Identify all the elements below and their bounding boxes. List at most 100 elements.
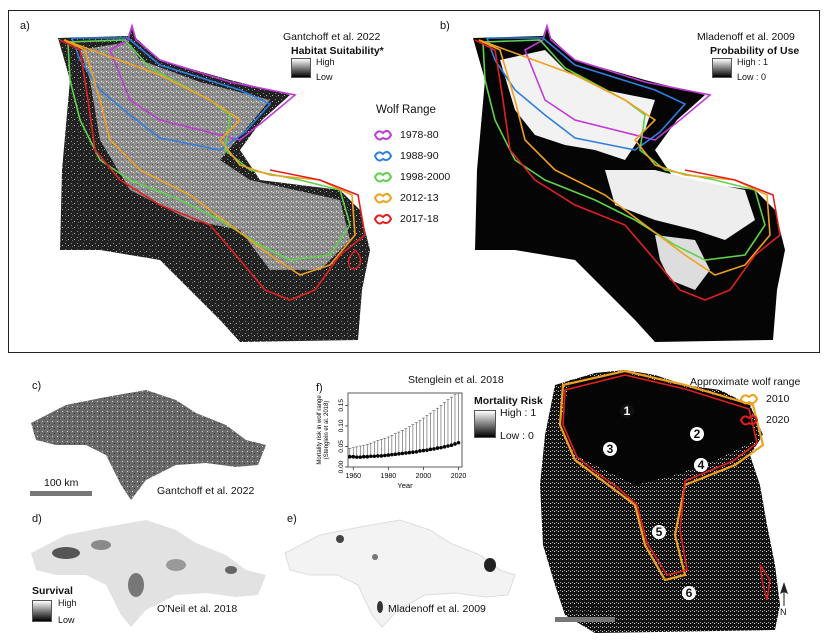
chart-plot-frame <box>347 392 463 468</box>
wisc-scale-label: 100 km <box>571 603 606 615</box>
zone-label-6: 6 <box>682 586 696 600</box>
panel-c-scale-label: 100 km <box>44 477 79 489</box>
data-point <box>390 452 394 457</box>
data-point <box>435 446 440 450</box>
panel-c-letter: c) <box>32 380 42 392</box>
panel-a-map <box>58 23 370 342</box>
range-swatch-icon <box>373 150 393 161</box>
panel-f-gradient <box>474 410 496 438</box>
x-tick-label: 2020 <box>451 473 467 480</box>
data-point <box>449 443 454 448</box>
x-axis-label: Year <box>397 481 413 490</box>
panel-a-high: High <box>316 57 335 67</box>
data-point <box>411 450 415 454</box>
panel-a-letter: a) <box>20 20 30 32</box>
panel-e-map <box>284 519 516 628</box>
wolf-range-label: 1998-2000 <box>400 170 451 183</box>
north-arrow-label: N <box>780 607 787 617</box>
x-tick-label: 1980 <box>381 473 397 480</box>
wisc-scalebar <box>555 617 615 622</box>
panel-f-high: High : 1 <box>500 407 537 419</box>
panel-a-low: Low <box>316 72 333 82</box>
range-swatch-icon <box>739 393 759 404</box>
wisc-legend: 2010 2020 <box>738 388 808 430</box>
panel-c-citation: Gantchoff et al. 2022 <box>157 485 255 497</box>
data-point <box>376 454 380 458</box>
data-point <box>372 454 377 459</box>
data-point <box>425 448 429 452</box>
data-point <box>404 451 408 455</box>
data-point <box>347 454 352 459</box>
data-point <box>397 452 401 456</box>
x-tick-label: 1960 <box>345 473 361 480</box>
panel-c-map <box>31 390 266 500</box>
panel-d-high: High <box>58 598 77 608</box>
zone-label-5: 5 <box>652 525 666 539</box>
wisc-legend-label: 2020 <box>766 413 790 426</box>
wisc-legend-label: 2010 <box>766 392 790 405</box>
wisconsin-map <box>540 369 780 633</box>
data-point <box>393 452 398 457</box>
wolf-range-label: 1988-90 <box>400 149 439 162</box>
data-point <box>432 447 436 451</box>
panel-b-letter: b) <box>440 20 450 32</box>
range-swatch-icon <box>373 192 393 203</box>
data-point <box>453 442 457 446</box>
panel-b-high: High : 1 <box>737 57 769 67</box>
panel-d-map <box>31 520 266 627</box>
panel-b-low: Low : 0 <box>737 72 767 82</box>
y-tick-label: 0.00 <box>338 460 345 473</box>
wolf-range-title: Wolf Range <box>376 104 436 116</box>
panel-b-legend-title: Probability of Use <box>710 45 800 57</box>
wolf-range-item-1998: 1998-2000 <box>372 166 462 187</box>
data-point <box>369 454 373 459</box>
wolf-range-label: 1978-80 <box>400 128 439 141</box>
data-point <box>407 450 412 455</box>
range-swatch-icon <box>373 171 393 182</box>
data-point <box>446 444 450 448</box>
data-point <box>379 454 384 458</box>
data-point <box>418 449 422 453</box>
zone-label-1: 1 <box>620 404 634 418</box>
panel-a-legend-title: Habitat Suitability* <box>291 45 384 57</box>
panel-b-citation: Mladenoff et al. 2009 <box>697 31 795 43</box>
range-swatch-icon <box>373 213 393 224</box>
wolf-range-label: 2012-13 <box>400 191 439 204</box>
wolf-range-item-2012: 2012-13 <box>372 187 462 208</box>
panel-c-scalebar <box>30 491 92 496</box>
data-point <box>365 454 370 459</box>
panel-d-gradient <box>32 600 52 622</box>
data-point <box>414 449 419 454</box>
data-point <box>442 445 447 449</box>
zone-label-4: 4 <box>694 458 708 472</box>
panel-b-gradient <box>712 58 732 78</box>
zone-label-3: 3 <box>603 442 617 456</box>
wisc-legend-item-2010: 2010 <box>738 388 808 409</box>
panel-f-legend-title: Mortality Risk <box>474 395 543 407</box>
panel-e-citation: Mladenoff et al. 2009 <box>388 603 486 615</box>
y-tick-label: 0.05 <box>338 440 345 453</box>
panel-a-citation: Gantchoff et al. 2022 <box>283 31 381 43</box>
panel-d-legend-title: Survival <box>32 585 73 597</box>
data-point <box>439 445 443 450</box>
data-point <box>400 451 405 456</box>
panel-d-low: Low <box>58 615 75 625</box>
panel-f-citation: Stenglein et al. 2018 <box>408 374 504 386</box>
panel-f-low: Low : 0 <box>500 430 534 442</box>
data-point <box>386 453 391 457</box>
data-point <box>361 454 366 459</box>
y-axis-label: Mortality risk in wolf range <box>317 395 323 465</box>
wolf-range-legend: Wolf Range 1978-80 1988-90 1998-2000 201… <box>372 104 462 229</box>
data-point <box>358 455 363 459</box>
wisc-legend-item-2020: 2020 <box>738 409 808 430</box>
y-tick-label: 0.15 <box>338 399 345 412</box>
mortality-chart: 1960 1980 2000 2020 0.00 0.05 0.10 0.15 Year Mort… <box>317 392 467 490</box>
wolf-range-label: 2017-18 <box>400 212 439 225</box>
range-swatch-icon <box>373 129 393 140</box>
zone-label-2: 2 <box>690 427 704 441</box>
wolf-range-item-2017: 2017-18 <box>372 208 462 229</box>
wolf-range-item-1978: 1978-80 <box>372 124 462 145</box>
range-swatch-icon <box>739 414 759 425</box>
y-tick-label: 0.10 <box>338 419 345 432</box>
panel-e-letter: e) <box>287 513 297 525</box>
